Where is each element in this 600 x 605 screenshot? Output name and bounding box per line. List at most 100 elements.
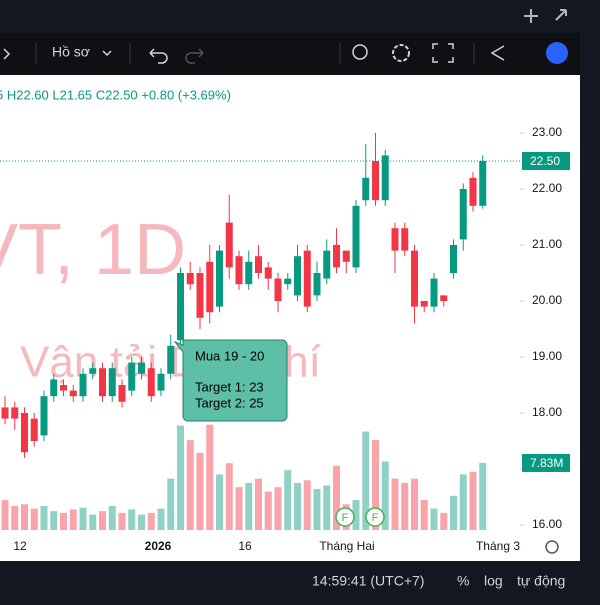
volume-bar [108,506,116,530]
candle-body [99,368,106,397]
undo-button[interactable] [149,48,168,64]
candle-body [60,385,67,391]
status-bar [0,561,580,600]
app-logo[interactable] [546,42,568,64]
candle-body [352,205,360,268]
candle-body [284,278,292,285]
volume-bar [362,431,370,530]
candle-body [157,373,165,391]
candle-body [11,407,19,419]
volume-bar [79,507,87,530]
candle-body [118,385,126,402]
last-price-label: 22.50 [530,154,560,168]
volume-bar [186,440,194,530]
event-marker[interactable]: F [365,507,385,527]
candle-body [303,250,311,307]
last-price-tag [522,152,570,170]
volume-bar [147,512,155,530]
candle-body [245,261,253,285]
dropdown-icon[interactable] [3,48,11,60]
y-tick-label: 22.00 [532,181,562,195]
volume-bar [118,512,126,530]
volume-bar [196,452,204,530]
share-button[interactable] [490,45,505,61]
volume-bar [21,504,28,530]
settings-button[interactable] [392,44,410,62]
candle-body [323,250,331,279]
event-label: F [372,512,379,524]
percent-toggle[interactable]: % [457,573,469,589]
event-marker[interactable]: F [335,507,355,527]
candle-body [372,161,379,201]
candle-body [167,345,175,374]
candle-body [459,189,467,240]
candle-body [430,278,438,307]
window-icons [524,9,567,23]
volume-bar [264,491,272,530]
axis-settings[interactable] [545,540,559,554]
volume-bar [99,511,106,530]
log-toggle[interactable]: log [484,573,503,589]
candle-body [225,222,233,268]
volume-bar [323,485,331,530]
volume-bar [40,506,48,530]
toolbar [0,33,580,75]
volume-bar [60,512,67,530]
volume-bar [401,482,409,530]
y-tick-label: 21.00 [532,237,562,251]
volume-bar [333,465,340,530]
volume-bar [284,470,292,530]
candle-body [411,250,418,307]
volume-bar [1,500,9,530]
candle-body [294,256,301,296]
ohlc-header: 5 H22.60 L21.65 C22.50 +0.80 (+3.69%) [0,87,231,102]
candle-body [235,256,243,285]
volume-bar [411,478,418,530]
volume-bar [69,509,77,530]
candle-body [30,418,38,441]
candle-body [138,362,145,374]
volume-bar [11,506,19,530]
volume-bar [479,462,487,530]
title-bar [0,0,600,33]
candle-body [196,273,204,318]
auto-toggle[interactable]: tự động [517,573,565,589]
candle-body [333,245,340,268]
candle-body [469,177,477,206]
redo-button[interactable] [185,48,204,64]
profile-caret[interactable] [102,50,112,57]
candle-body [313,273,321,296]
candle-body [21,413,28,453]
candle-body [1,407,9,419]
clock: 14:59:41 (UTC+7) [312,573,424,589]
candle-body [128,362,136,391]
volume-bar [450,495,457,530]
candle-body [362,177,370,201]
x-tick-label: 16 [238,539,252,553]
candle-body [255,256,262,273]
y-tick-label: 19.00 [532,349,562,363]
fullscreen-button[interactable] [432,43,454,63]
volume-bar [206,424,214,530]
volume-bar [303,480,311,530]
volume-bar [225,463,233,530]
candle-body [89,368,97,374]
candle-body [264,267,272,279]
volume-bar [128,509,136,530]
profile-button[interactable]: Hồ sơ [52,44,90,60]
candle-body [479,161,487,206]
candle-body [450,245,457,273]
volume-bar [440,512,448,530]
candle-body [206,261,214,313]
volume-bar [50,511,58,530]
candle-body [79,373,87,397]
candle-body [274,278,282,301]
candle-body [50,379,58,397]
volume-bar [255,478,262,530]
chart-area [0,75,580,561]
volume-bar [138,514,145,530]
watermark-symbol: VT, 1D [0,210,186,290]
volume-bar [294,482,301,530]
search-button[interactable] [352,44,368,60]
